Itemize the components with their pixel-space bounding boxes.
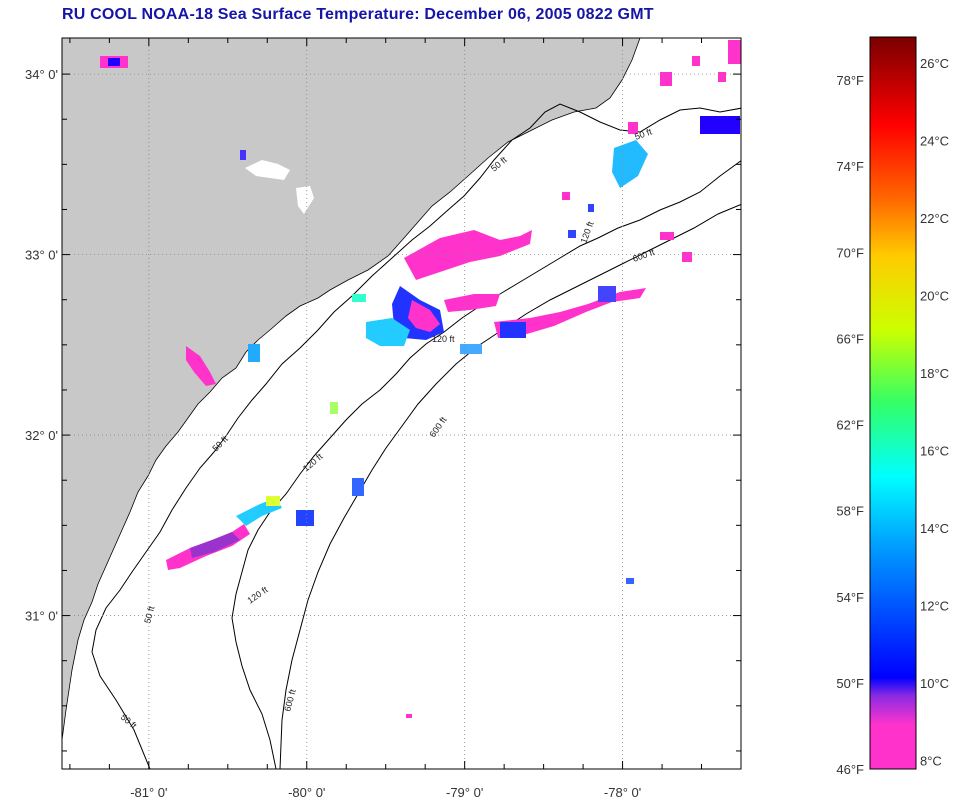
lake [296,186,314,214]
lon-tick-label: -79° 0' [446,785,483,800]
colorbar-c-label: 18°C [920,366,949,381]
sst-patch [330,402,338,414]
colorbar-f-label: 78°F [836,73,864,88]
map-axes: 34° 0' 33° 0' 32° 0' 31° 0' -81° 0' -80° 0' -7… [25,38,742,800]
lat-tick-label: 31° 0' [25,609,58,624]
sst-patch [588,204,594,212]
sst-patch [190,532,240,558]
colorbar-c-label: 14°C [920,521,949,536]
colorbar-f-label: 58°F [836,504,864,519]
contour-label-120ft: 120 ft [432,334,455,344]
sst-patch [352,294,366,302]
contour-120ft [231,160,741,769]
contour-50ft [91,103,741,769]
lake [245,160,290,180]
lat-tick-label: 33° 0' [25,248,58,263]
sst-patch [728,40,741,64]
colorbar [869,36,917,770]
sst-patch [352,478,364,496]
sst-patch [404,230,532,280]
colorbar-f-label: 66°F [836,331,864,346]
sst-patch [562,192,570,200]
sst-patch [660,232,674,240]
sst-patch [266,496,280,506]
sst-patch [460,344,482,354]
sst-patch [660,72,672,86]
colorbar-labels: 46°F 50°F 54°F 58°F 62°F 66°F 70°F 74°F 78°F 8°C 1… [836,56,949,777]
colorbar-f-label: 70°F [836,245,864,260]
sst-patch [682,252,692,262]
colorbar-c-label: 8°C [920,753,942,768]
lon-tick-label: -80° 0' [288,785,325,800]
colorbar-f-label: 50°F [836,676,864,691]
map-title: RU COOL NOAA-18 Sea Surface Temperature:… [62,6,654,23]
colorbar-c-label: 20°C [920,288,949,303]
colorbar-f-label: 46°F [836,762,864,777]
colorbar-c-label: 10°C [920,676,949,691]
sst-patch [366,318,410,346]
colorbar-c-label: 12°C [920,598,949,613]
sst-patch [108,58,120,66]
colorbar-f-label: 54°F [836,590,864,605]
lon-tick-label: -81° 0' [130,785,167,800]
sst-patch [406,714,412,718]
sst-patches [100,40,741,718]
lat-tick-label: 34° 0' [25,67,58,82]
sst-patch [628,122,638,134]
contour-600ft [279,203,741,769]
sst-patch [248,344,260,362]
sst-patch [444,294,500,312]
sst-patch [612,140,648,188]
colorbar-c-label: 22°C [920,211,949,226]
sst-patch [240,150,246,160]
sst-patch [626,578,634,584]
lon-tick-label: -78° 0' [604,785,641,800]
sst-patch [296,510,314,526]
sst-patch [692,56,700,66]
colorbar-f-label: 74°F [836,159,864,174]
sst-patch [598,286,616,302]
sst-patch [500,322,526,338]
sst-patch [568,230,576,238]
map-frame [61,37,742,770]
sst-patch [408,300,440,332]
colorbar-c-label: 24°C [920,133,949,148]
colorbar-f-label: 62°F [836,418,864,433]
colorbar-c-label: 16°C [920,443,949,458]
colorbar-c-label: 26°C [920,56,949,71]
sst-patch [718,72,726,82]
land-mass [62,38,641,741]
sst-patch [186,346,216,386]
contour-label-50ft: 50 ft [142,605,156,625]
lat-tick-label: 32° 0' [25,428,58,443]
sst-patch [700,116,740,134]
